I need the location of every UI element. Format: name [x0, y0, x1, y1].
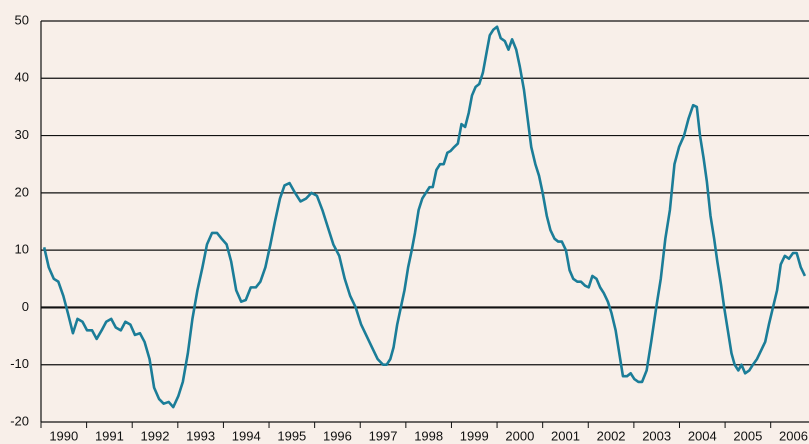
x-tick-label: 1991 [95, 428, 124, 443]
y-tick-label: 50 [15, 12, 29, 27]
x-tick-label: 1995 [277, 428, 306, 443]
x-tick-label: 2005 [733, 428, 762, 443]
x-tick-label: 1997 [369, 428, 398, 443]
y-tick-label: 30 [15, 127, 29, 142]
y-tick-label: -20 [10, 413, 29, 428]
x-tick-label: 1992 [141, 428, 170, 443]
x-tick-label: 1998 [414, 428, 443, 443]
x-tick-label: 1993 [186, 428, 215, 443]
x-tick-label: 2001 [551, 428, 580, 443]
y-tick-label: 10 [15, 242, 29, 257]
y-tick-label: 20 [15, 184, 29, 199]
y-tick-label: 0 [22, 299, 29, 314]
x-tick-label: 2000 [505, 428, 534, 443]
y-tick-label: 40 [15, 70, 29, 85]
x-tick-label: 2004 [688, 428, 717, 443]
x-tick-label: 1996 [323, 428, 352, 443]
y-tick-label: -10 [10, 356, 29, 371]
x-tick-label: 1999 [460, 428, 489, 443]
x-tick-label: 2006 [779, 428, 808, 443]
data-line [42, 25, 807, 409]
x-tick-label: 2002 [597, 428, 626, 443]
x-tick-label: 1990 [49, 428, 78, 443]
x-tick-label: 1994 [232, 428, 261, 443]
x-tick-label: 2003 [642, 428, 671, 443]
